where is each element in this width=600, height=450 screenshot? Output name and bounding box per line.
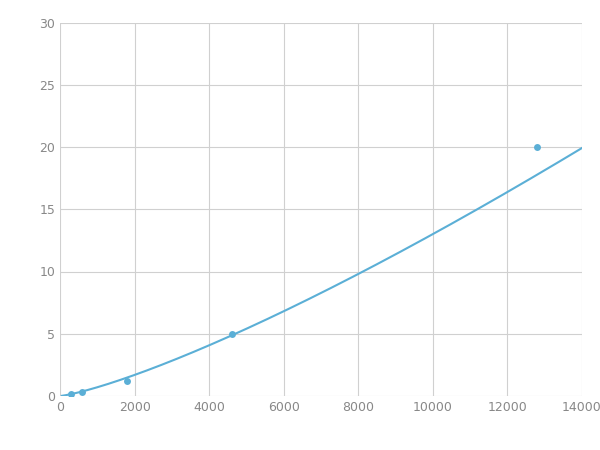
Point [532, 144, 542, 151]
Point [122, 378, 132, 385]
Point [67, 390, 76, 397]
Point [77, 389, 87, 396]
Point [227, 330, 236, 338]
